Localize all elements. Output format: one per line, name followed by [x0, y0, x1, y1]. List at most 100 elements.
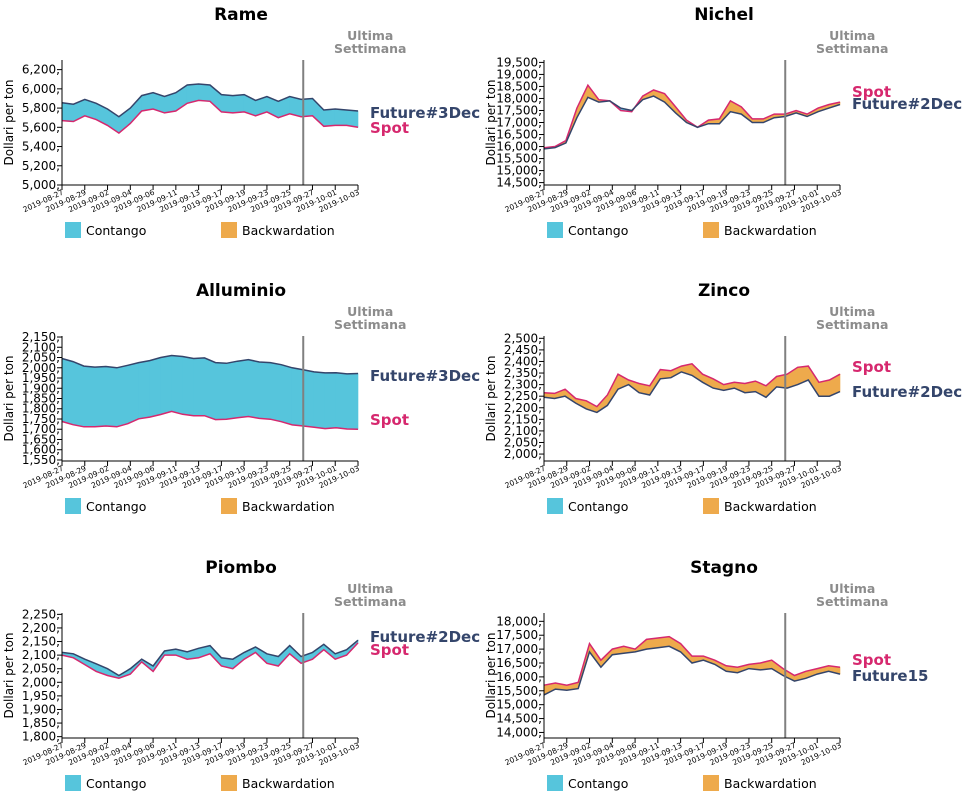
- contango-area: [248, 359, 260, 419]
- last-week-label: Ultima: [347, 581, 393, 596]
- y-tick-label: 1,550,: [22, 453, 60, 467]
- y-tick-label: 17,000,: [496, 642, 542, 656]
- future-series-label: Future#2Dec: [852, 383, 962, 401]
- y-tick-label: 2,150,: [22, 330, 60, 344]
- y-tick-label: 2,300,: [504, 378, 542, 392]
- y-tick-label: 14,500,: [496, 712, 542, 726]
- legend-contango-label: Contango: [568, 223, 628, 238]
- y-tick-label: 16,500,: [496, 656, 542, 670]
- y-tick-label: 1,650,: [22, 432, 60, 446]
- legend-contango-swatch: [65, 775, 81, 791]
- legend-backwardation-swatch: [703, 222, 719, 238]
- y-tick-label: 1,600,: [22, 443, 60, 457]
- legend-backwardation-swatch: [703, 498, 719, 514]
- contango-area: [116, 364, 129, 428]
- contango-area: [204, 357, 216, 421]
- spot-series-label: Spot: [852, 358, 891, 376]
- y-axis-label: Dollari per ton: [484, 632, 498, 718]
- future-line: [543, 95, 841, 150]
- contango-area: [291, 367, 304, 427]
- legend-contango-label: Contango: [86, 776, 146, 791]
- contango-area: [335, 372, 348, 430]
- future-series-label: Future#3Dec: [370, 367, 480, 385]
- chart-title: Zinco: [698, 281, 750, 301]
- y-tick-label: 5,400,: [22, 140, 60, 154]
- spot-line: [61, 410, 359, 430]
- y-tick-label: 5,600,: [22, 120, 60, 134]
- y-tick-label: 2,150,: [504, 412, 542, 426]
- chart-title: Nichel: [694, 5, 754, 25]
- y-tick-label: 16,000,: [496, 140, 542, 154]
- y-tick-label: 16,500,: [496, 128, 542, 142]
- last-week-label: Settimana: [334, 317, 407, 332]
- y-tick-label: 2,050,: [22, 662, 60, 676]
- contango-area: [221, 94, 234, 114]
- future-line: [61, 639, 359, 677]
- y-tick-label: 1,950,: [22, 689, 60, 703]
- chart-title: Stagno: [690, 558, 758, 578]
- y-tick-label: 18,500,: [496, 79, 542, 93]
- y-tick-label: 17,500,: [496, 628, 542, 642]
- contango-area: [226, 360, 238, 420]
- y-tick-label: 2,000,: [22, 675, 60, 689]
- y-tick-label: 1,800,: [22, 730, 60, 744]
- future-line: [61, 83, 359, 118]
- last-week-label: Ultima: [829, 28, 875, 43]
- legend-contango-label: Contango: [86, 223, 146, 238]
- y-axis-label: Dollari per ton: [2, 355, 16, 441]
- y-axis-label: Dollari per ton: [484, 79, 498, 165]
- contango-area: [61, 102, 74, 122]
- y-tick-label: 1,850,: [22, 392, 60, 406]
- legend-backwardation-label: Backwardation: [242, 223, 335, 238]
- contango-area: [198, 83, 211, 102]
- y-tick-label: 6,000,: [22, 82, 60, 96]
- chart-title: Alluminio: [196, 281, 286, 301]
- spot-series-label: Spot: [370, 411, 409, 429]
- chart-title: Rame: [214, 5, 268, 25]
- legend-backwardation-swatch: [221, 775, 237, 791]
- legend-backwardation-label: Backwardation: [724, 499, 817, 514]
- contango-area: [61, 358, 74, 426]
- last-week-label: Ultima: [347, 304, 393, 319]
- y-tick-label: 17,500,: [496, 103, 542, 117]
- y-tick-label: 1,850,: [22, 716, 60, 730]
- future-line: [543, 371, 841, 414]
- last-week-label: Settimana: [334, 594, 407, 609]
- y-tick-label: 1,900,: [22, 381, 60, 395]
- contango-area: [83, 365, 96, 428]
- contango-area: [232, 94, 245, 114]
- y-tick-label: 14,000,: [496, 725, 542, 739]
- contango-area: [182, 356, 194, 417]
- y-tick-label: 1,900,: [22, 702, 60, 716]
- y-tick-label: 19,500,: [496, 55, 542, 69]
- legend-contango-swatch: [65, 222, 81, 238]
- y-tick-label: 1,800,: [22, 402, 60, 416]
- y-tick-label: 15,000,: [496, 698, 542, 712]
- y-tick-label: 17,000,: [496, 116, 542, 130]
- spot-line: [543, 83, 841, 149]
- y-tick-label: 5,000,: [22, 178, 60, 192]
- contango-area: [302, 369, 315, 428]
- contango-area: [237, 359, 249, 419]
- legend-contango-swatch: [547, 775, 563, 791]
- y-tick-label: 2,250,: [504, 389, 542, 403]
- spot-series-label: Spot: [370, 641, 409, 659]
- legend-contango-swatch: [65, 498, 81, 514]
- contango-area: [193, 357, 205, 417]
- legend-backwardation-label: Backwardation: [242, 776, 335, 791]
- last-week-label: Settimana: [816, 317, 889, 332]
- y-tick-label: 2,150,: [22, 635, 60, 649]
- legend-contango-label: Contango: [86, 499, 146, 514]
- legend-backwardation-swatch: [221, 222, 237, 238]
- y-tick-label: 2,000,: [504, 447, 542, 461]
- legend-backwardation-label: Backwardation: [242, 499, 335, 514]
- y-tick-label: 2,000,: [22, 361, 60, 375]
- y-tick-label: 1,750,: [22, 412, 60, 426]
- y-tick-label: 2,050,: [22, 351, 60, 365]
- last-week-label: Settimana: [816, 41, 889, 56]
